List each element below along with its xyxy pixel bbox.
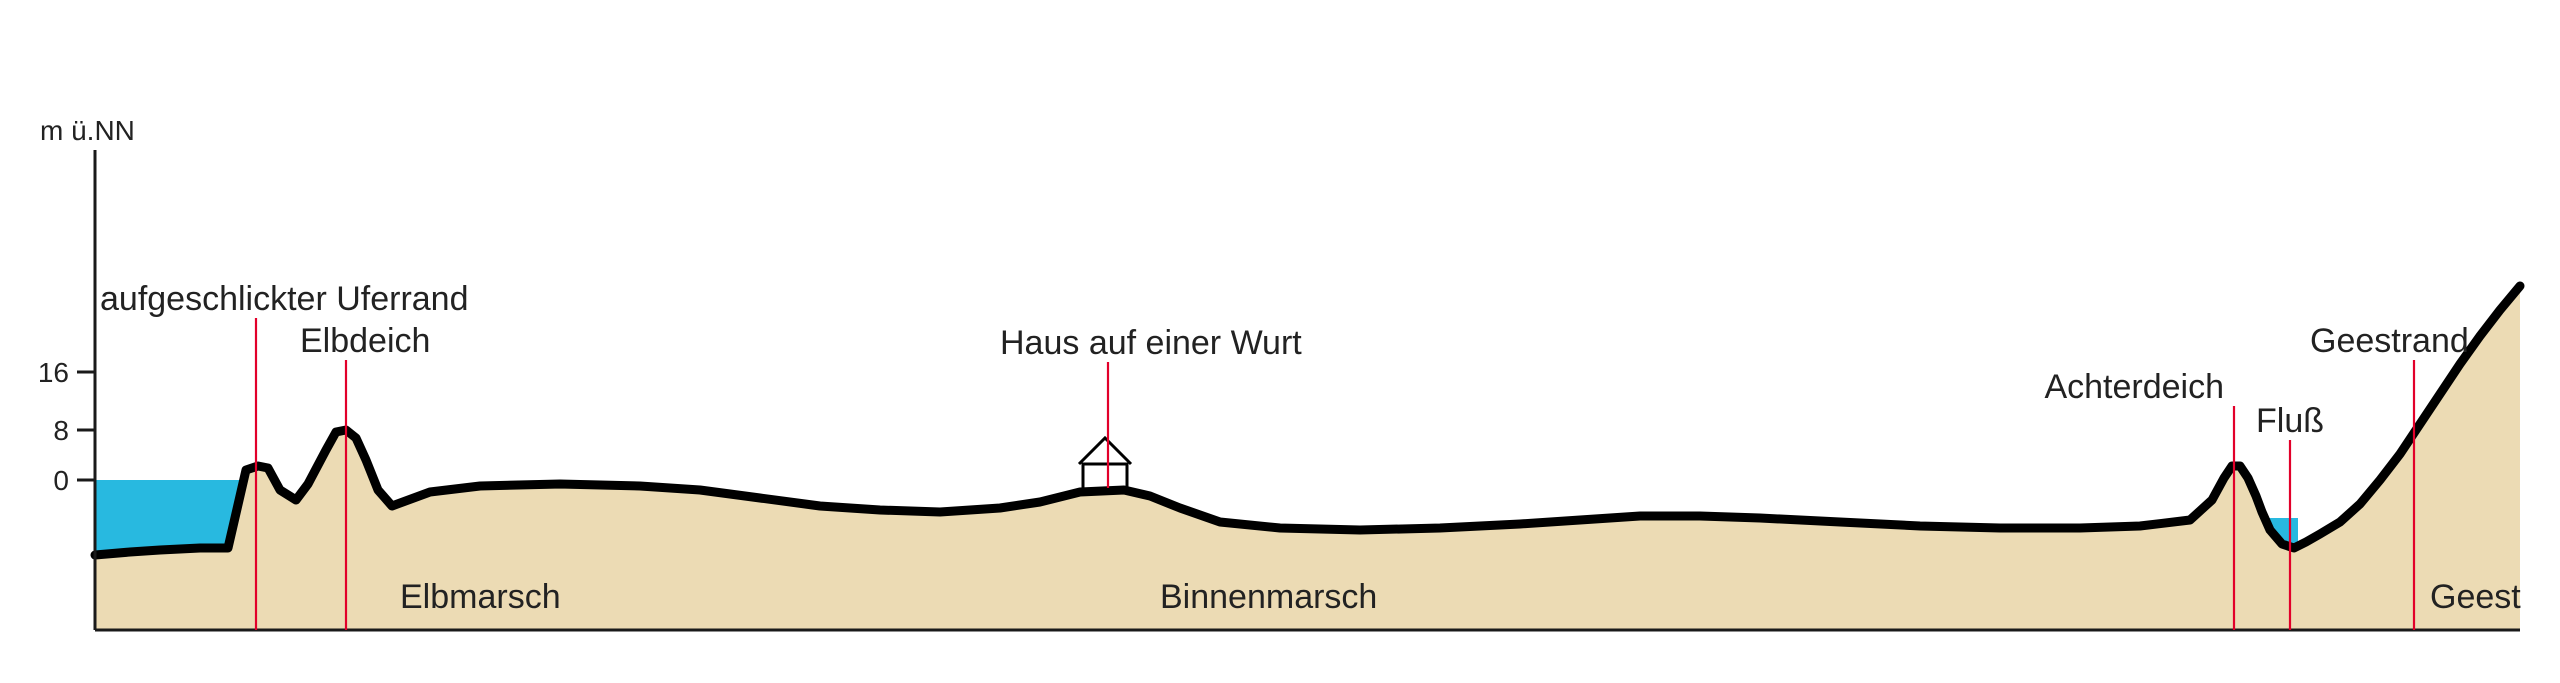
region-label-geest: Geest (2430, 578, 2521, 616)
y-tick-label-16: 16 (38, 357, 69, 388)
callout-label-achterdeich: Achterdeich (2044, 368, 2224, 406)
region-label-binnenmarsch: Binnenmarsch (1160, 578, 1377, 616)
cross-section-diagram: 0 8 16 m ü.NN aufgeschlickter Uferrand Elbdei… (0, 0, 2560, 683)
callout-label-fluss: Fluß (2256, 402, 2324, 440)
y-tick-label-0: 0 (53, 465, 69, 496)
callout-label-wurt: Haus auf einer Wurt (1000, 324, 1302, 362)
y-axis-unit-label: m ü.NN (40, 115, 135, 146)
callout-label-elbdeich: Elbdeich (300, 322, 430, 360)
callout-label-geestrand: Geestrand (2310, 322, 2469, 360)
diagram-svg: 0 8 16 m ü.NN aufgeschlickter Uferrand Elbdei… (0, 0, 2560, 683)
callout-label-uferrand: aufgeschlickter Uferrand (100, 280, 469, 318)
y-tick-label-8: 8 (53, 415, 69, 446)
region-label-elbmarsch: Elbmarsch (400, 578, 561, 616)
